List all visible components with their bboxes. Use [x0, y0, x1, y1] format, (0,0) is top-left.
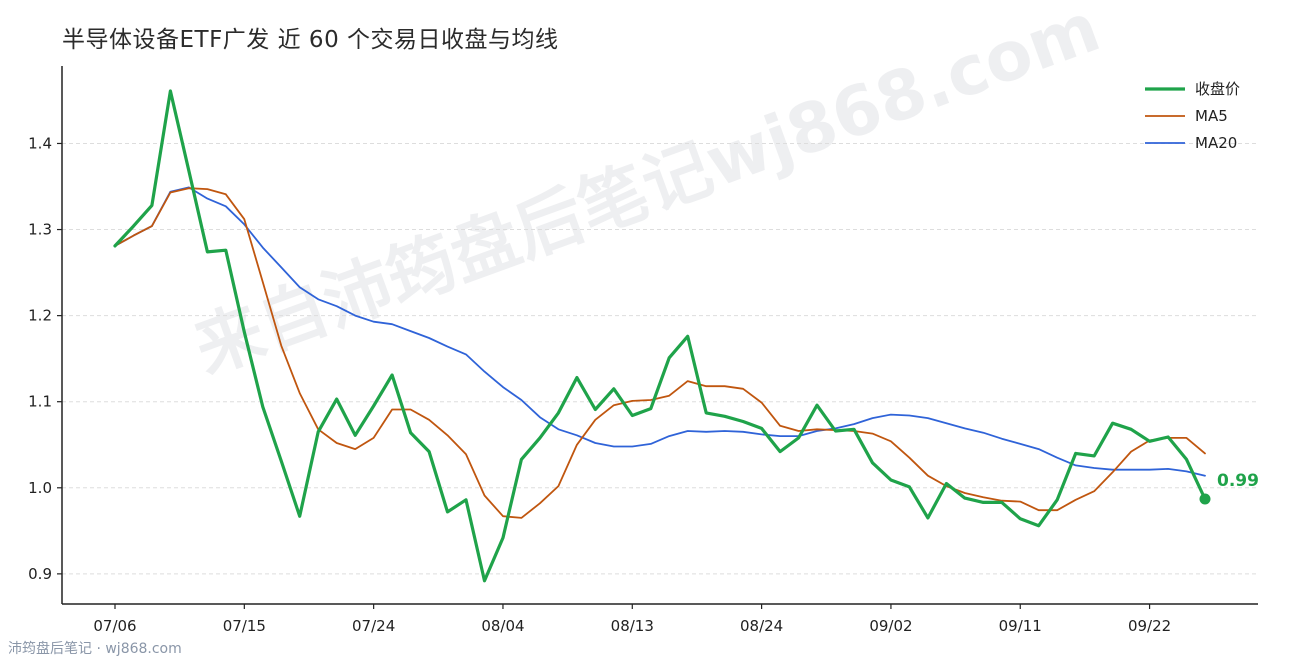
x-tick-label: 07/24: [352, 617, 395, 635]
y-tick-label: 1.3: [28, 221, 52, 239]
legend-label: MA20: [1195, 134, 1237, 152]
x-tick-label: 07/15: [223, 617, 266, 635]
x-tick-label: 07/06: [93, 617, 136, 635]
annotation-layer: 0.99: [1199, 471, 1259, 505]
ma5-line: [114, 187, 1206, 519]
y-tick-label: 1.1: [28, 393, 52, 411]
x-tick-label: 09/02: [869, 617, 912, 635]
y-tick-label: 1.4: [28, 134, 52, 152]
y-tick-label: 0.9: [28, 565, 52, 583]
footer-watermark: 沛筠盘后笔记 · wj868.com: [8, 641, 182, 657]
x-tick-label: 08/04: [481, 617, 524, 635]
y-tick-label: 1.2: [28, 307, 52, 325]
watermark-text: 来自沛筠盘后笔记wj868.com: [185, 0, 1110, 389]
ma20-line: [114, 186, 1206, 477]
last-close-label: 0.99: [1217, 471, 1259, 491]
chart-title: 半导体设备ETF广发 近 60 个交易日收盘与均线: [62, 27, 559, 53]
x-tick-label: 09/22: [1128, 617, 1171, 635]
legend-label: MA5: [1195, 107, 1228, 125]
x-tick-label: 08/24: [740, 617, 783, 635]
series-layer: [113, 89, 1207, 583]
last-close-marker: [1199, 493, 1211, 505]
legend-label: 收盘价: [1195, 80, 1240, 98]
x-tick-label: 08/13: [611, 617, 654, 635]
axes-layer: 0.9 1.0 1.1 1.2 1.3 1.4 07/06 07/15 07/24 08/04 08…: [28, 66, 1258, 635]
legend: 收盘价 MA5 MA20: [1145, 80, 1240, 152]
y-tick-label: 1.0: [28, 479, 52, 497]
close-price-line: [113, 89, 1207, 583]
x-tick-label: 09/11: [999, 617, 1042, 635]
